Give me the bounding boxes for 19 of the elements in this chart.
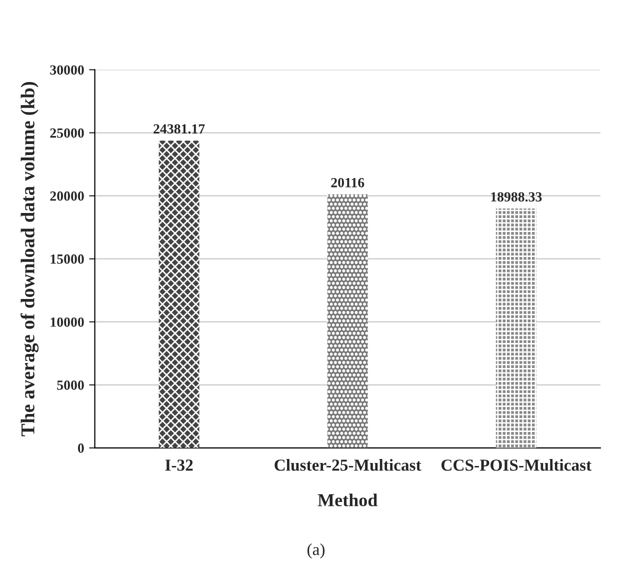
x-tick-label: Cluster-25-Multicast (274, 459, 422, 471)
x-tick-label: I-32 (165, 460, 193, 471)
y-axis-title: The average of download data volume (kb) (20, 82, 39, 436)
y-tick-label: 15000 (50, 254, 84, 264)
bar (158, 140, 200, 448)
x-tick-label: CCS-POIS-Multicast (441, 459, 592, 471)
text: (a) (307, 543, 325, 558)
y-tick-label: 25000 (50, 128, 84, 138)
y-tick-label: 10000 (50, 317, 84, 327)
data-label: 20116 (331, 178, 364, 188)
y-tick-label: 0 (78, 444, 84, 453)
y-tick-label: 5000 (57, 380, 84, 390)
y-tick-label: 20000 (50, 191, 84, 201)
data-label: 18988.33 (491, 192, 542, 202)
data-label: 24381.17 (154, 124, 205, 134)
x-axis-title: Method (318, 494, 378, 506)
bar (327, 194, 368, 448)
bar (496, 208, 536, 448)
y-tick-label: 30000 (50, 65, 84, 75)
